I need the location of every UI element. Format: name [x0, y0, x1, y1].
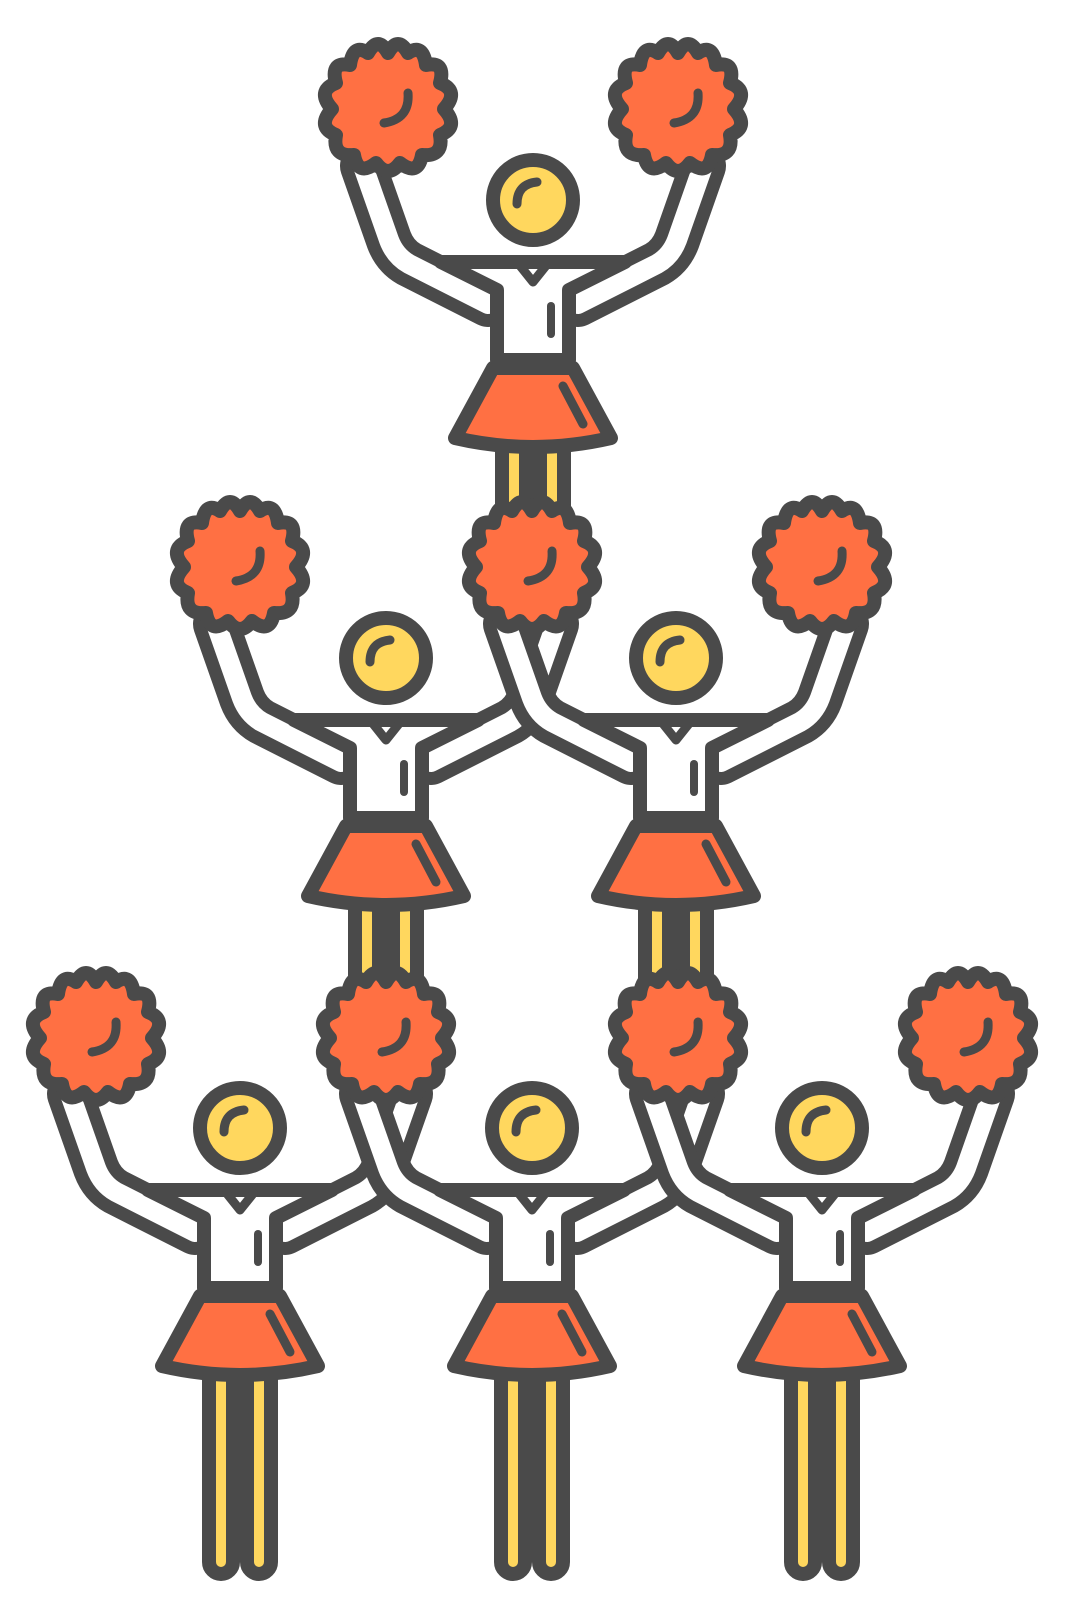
pompom-top-left-icon — [325, 44, 451, 171]
cheerleader-bottom-center — [362, 1088, 702, 1574]
cheerleader-bottom-right — [652, 1088, 992, 1574]
bottom-row — [33, 973, 1031, 1574]
pompom-bottom-left-icon — [323, 973, 449, 1100]
pompom-bottom-right-icon — [615, 973, 741, 1100]
cheerleader-bottom-left — [70, 1088, 410, 1574]
pompom-top-right-icon — [615, 44, 741, 171]
pompom-middle-center-icon — [469, 502, 595, 629]
middle-row — [177, 502, 885, 1104]
pompom-bottom-far-right-icon — [905, 973, 1031, 1100]
pompom-middle-left-icon — [177, 502, 303, 629]
pompom-bottom-far-left-icon — [33, 973, 159, 1100]
pompom-middle-right-icon — [759, 502, 885, 629]
